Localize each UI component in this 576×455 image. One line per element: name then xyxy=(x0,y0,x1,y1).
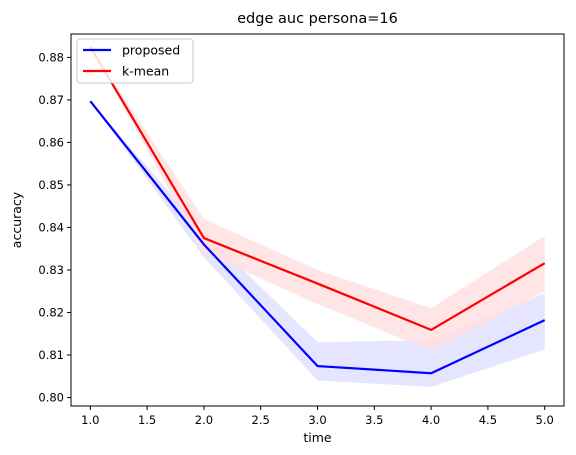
y-tick-label: 0.86 xyxy=(38,135,64,149)
x-tick-label: 1.0 xyxy=(81,413,99,427)
x-tick-label: 2.5 xyxy=(252,413,270,427)
x-tick-label: 4.5 xyxy=(479,413,497,427)
series-line-proposed xyxy=(89,100,546,375)
x-axis: 1.0 1.5 2.0 2.5 3.0 3.5 4.0 4.5 5.0 xyxy=(81,406,554,427)
x-tick-label: 1.5 xyxy=(138,413,156,427)
x-tick-label: 5.0 xyxy=(536,413,554,427)
x-tick-label: 2.0 xyxy=(195,413,213,427)
x-axis-label: time xyxy=(303,430,332,445)
confidence-bands xyxy=(90,46,545,387)
y-tick-label: 0.88 xyxy=(38,50,64,64)
y-axis-label: accuracy xyxy=(9,191,24,248)
x-tick-label: 3.0 xyxy=(308,413,326,427)
legend-label-proposed: proposed xyxy=(122,43,180,58)
y-tick-label: 0.81 xyxy=(38,348,64,362)
series-lines xyxy=(89,46,546,375)
y-tick-label: 0.84 xyxy=(38,220,64,234)
legend-label-k-mean: k-mean xyxy=(122,64,169,79)
series-line-k-mean xyxy=(89,46,546,331)
x-tick-label: 4.0 xyxy=(422,413,440,427)
y-tick-label: 0.87 xyxy=(38,93,64,107)
chart-title: edge auc persona=16 xyxy=(237,11,398,27)
y-tick-label: 0.82 xyxy=(38,305,64,319)
y-tick-label: 0.83 xyxy=(38,263,64,277)
y-axis: 0.80 0.81 0.82 0.83 0.84 0.85 0.86 0.87 0.88 xyxy=(38,50,71,404)
x-tick-label: 3.5 xyxy=(365,413,383,427)
y-tick-label: 0.80 xyxy=(38,390,64,404)
band-k-mean xyxy=(90,46,545,351)
legend: proposed k-mean xyxy=(76,38,194,84)
band-proposed xyxy=(90,101,545,387)
y-tick-label: 0.85 xyxy=(38,178,64,192)
